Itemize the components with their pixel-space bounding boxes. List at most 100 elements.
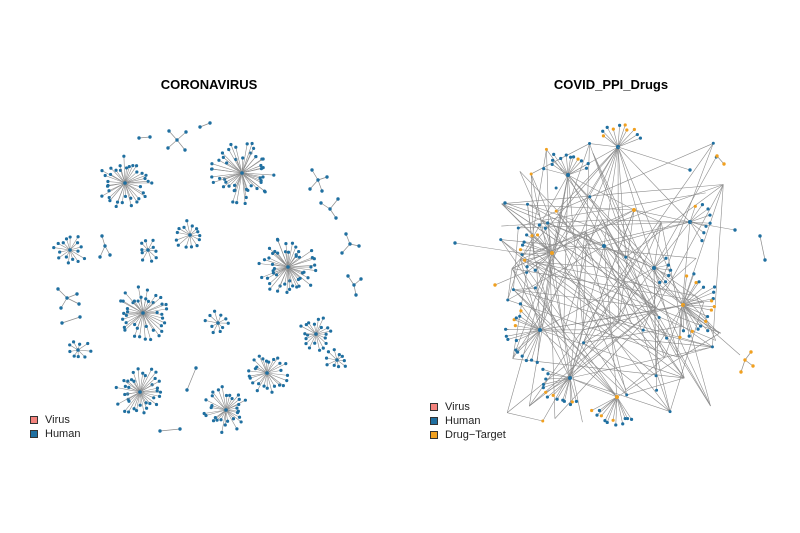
network-node	[359, 277, 363, 281]
network-edge	[520, 249, 553, 254]
network-node	[151, 328, 155, 332]
network-node	[160, 302, 164, 306]
network-node	[220, 385, 224, 389]
network-edge	[225, 409, 238, 413]
network-node	[127, 164, 131, 169]
network-node	[305, 333, 310, 337]
legend-item-human: Human	[430, 414, 506, 427]
network-edge	[626, 377, 685, 396]
network-edge	[551, 146, 619, 254]
network-edge	[66, 293, 78, 299]
network-edge	[513, 287, 536, 290]
network-node	[588, 142, 592, 146]
network-node	[712, 290, 716, 294]
network-edge	[287, 243, 293, 268]
network-node	[190, 224, 194, 228]
network-edge	[277, 252, 289, 268]
network-edge	[267, 266, 289, 279]
network-edge	[139, 375, 146, 393]
network-edge	[625, 256, 720, 334]
network-edge	[679, 304, 684, 338]
network-edge	[617, 146, 684, 306]
network-node	[321, 316, 325, 320]
network-edge	[541, 220, 656, 350]
network-edge	[664, 184, 724, 358]
network-edge	[142, 312, 162, 326]
network-node	[221, 185, 226, 189]
network-edge	[536, 262, 541, 331]
network-node	[136, 285, 140, 289]
network-node	[332, 363, 336, 367]
network-edge	[603, 245, 618, 398]
network-edge	[221, 409, 227, 433]
network-node	[150, 181, 154, 185]
network-edge	[539, 329, 618, 398]
network-node	[244, 187, 249, 191]
network-node	[121, 317, 125, 321]
network-node	[154, 249, 158, 253]
network-node	[321, 346, 325, 350]
network-node	[233, 188, 237, 192]
network-edge	[186, 220, 191, 236]
network-edge	[57, 288, 68, 299]
network-node	[76, 259, 80, 264]
network-edge	[569, 209, 635, 379]
network-node	[138, 335, 142, 339]
network-node	[143, 194, 147, 199]
network-node	[319, 325, 323, 330]
network-node	[313, 341, 317, 345]
network-node	[297, 255, 302, 259]
network-node	[544, 390, 548, 394]
network-edge	[127, 380, 141, 393]
network-edge	[287, 266, 300, 287]
network-node	[160, 316, 165, 320]
network-edge	[248, 370, 268, 374]
network-node	[126, 379, 130, 383]
network-node	[545, 395, 550, 399]
network-node	[125, 307, 130, 311]
network-node	[79, 245, 83, 249]
network-edge	[682, 286, 704, 306]
network-edge	[199, 122, 211, 128]
network-node	[336, 197, 340, 201]
network-edge	[689, 206, 696, 223]
network-node	[107, 189, 111, 193]
network-node	[223, 423, 227, 427]
network-node	[196, 230, 200, 234]
network-node	[697, 280, 701, 284]
network-edge	[556, 146, 619, 212]
network-edge	[226, 162, 243, 174]
network-edge	[77, 349, 91, 352]
network-edge	[653, 221, 691, 269]
network-node	[254, 154, 258, 159]
network-node	[354, 293, 358, 297]
network-edge	[269, 266, 289, 290]
network-edge	[266, 372, 288, 376]
network-edge	[68, 249, 71, 263]
network-node	[141, 371, 145, 375]
network-node	[300, 271, 305, 275]
network-edge	[615, 396, 618, 425]
network-node	[114, 204, 118, 209]
network-node	[114, 168, 118, 172]
network-node	[220, 430, 224, 434]
network-edge	[209, 315, 219, 324]
network-edge	[69, 246, 82, 251]
network-node	[514, 338, 518, 343]
network-node	[213, 309, 217, 313]
network-edge	[178, 234, 191, 246]
network-node	[270, 262, 275, 266]
network-edge	[287, 266, 299, 280]
network-node	[136, 299, 140, 303]
network-node	[237, 415, 242, 419]
network-node	[68, 343, 72, 347]
network-edge	[139, 391, 157, 405]
network-node	[314, 268, 318, 273]
network-node	[140, 241, 144, 245]
network-node	[555, 397, 559, 401]
network-edge	[108, 182, 126, 198]
network-edge	[189, 234, 192, 247]
network-node	[64, 255, 68, 259]
network-node	[154, 370, 158, 374]
network-node	[551, 393, 555, 397]
